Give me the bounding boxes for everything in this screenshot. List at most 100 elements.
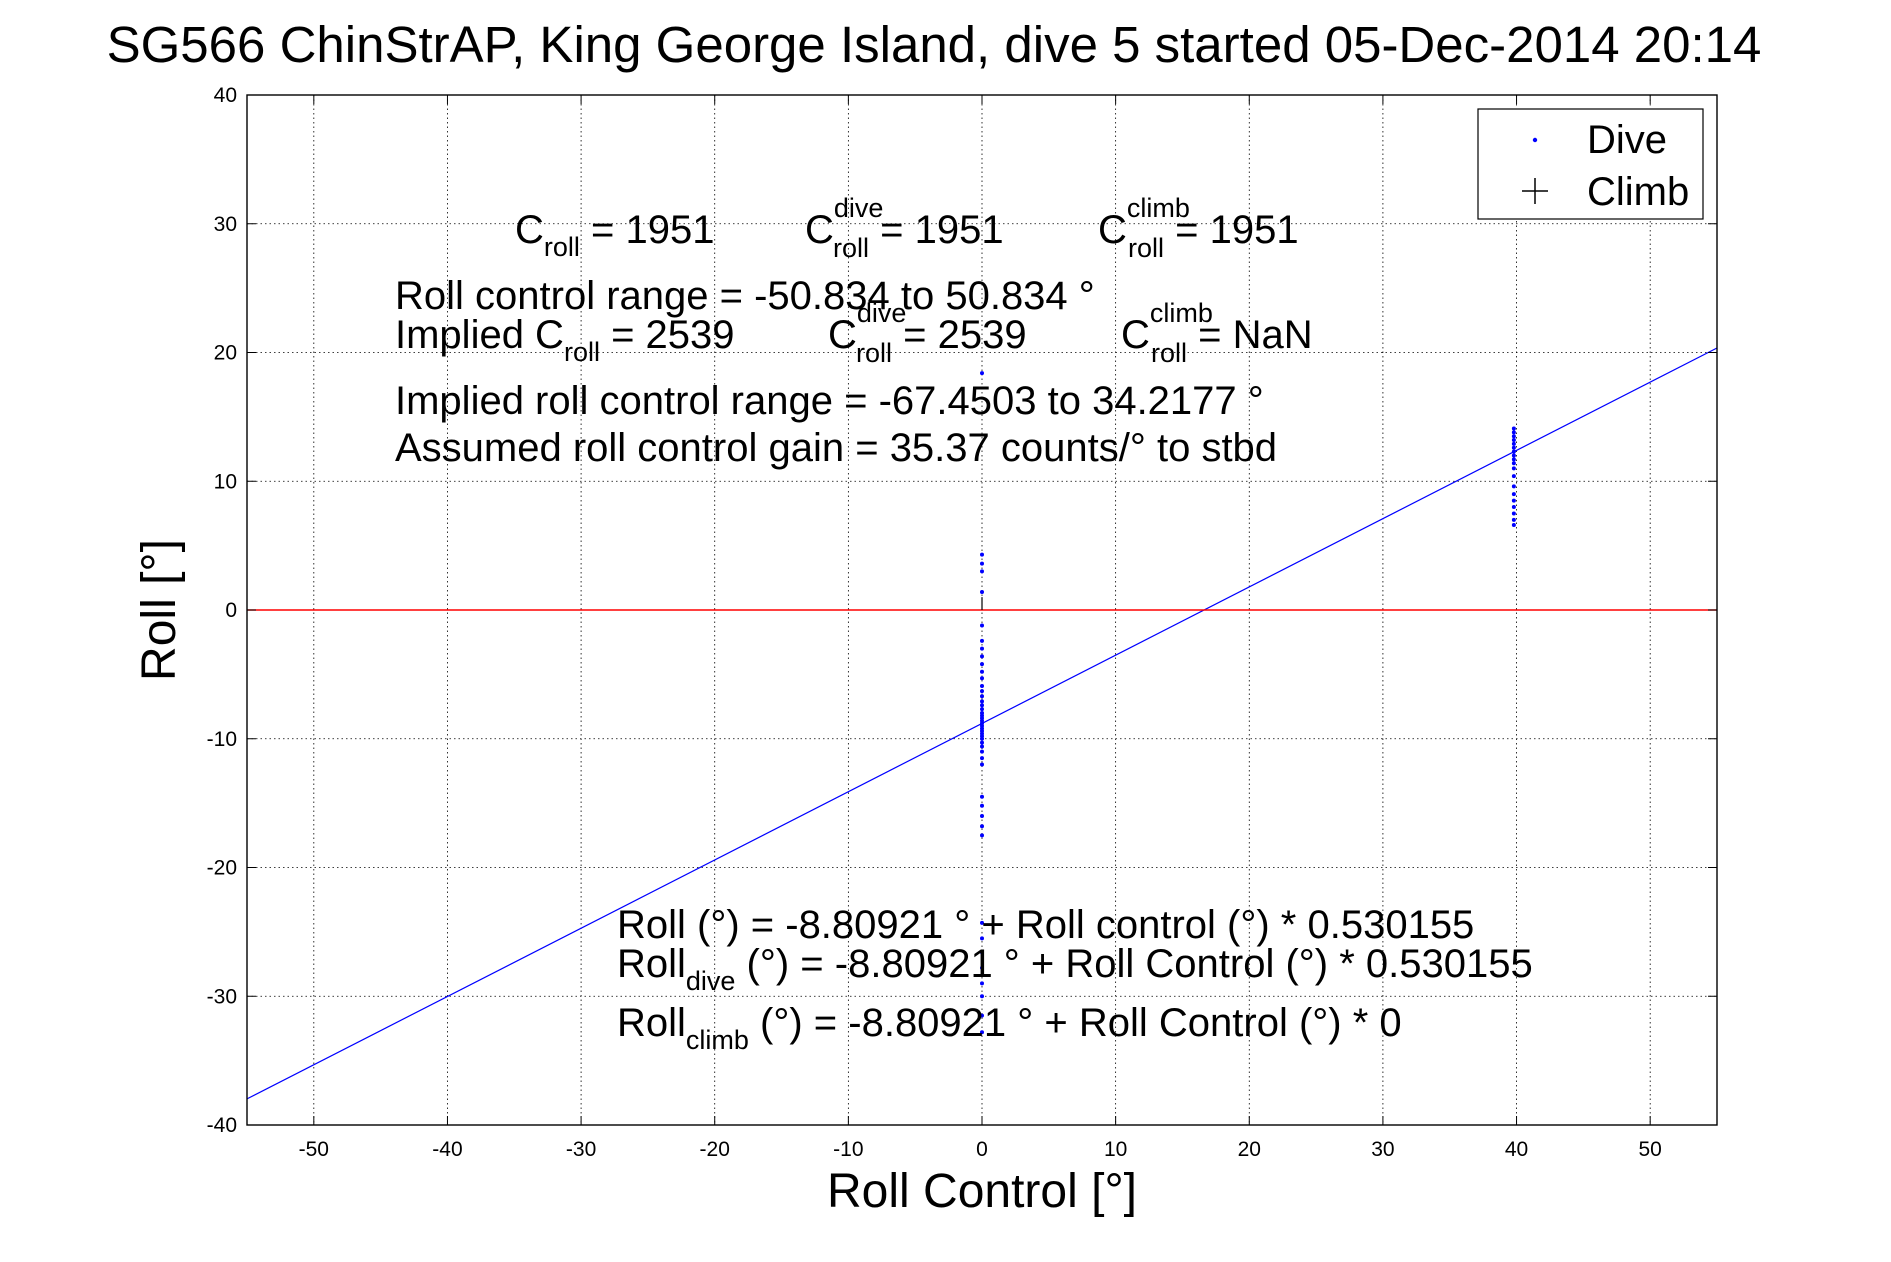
x-tick-label: 40 <box>1505 1138 1528 1161</box>
dive-point <box>980 1030 984 1035</box>
dive-point <box>1511 426 1516 431</box>
dive-point <box>1511 430 1516 435</box>
dive-point <box>1511 453 1516 458</box>
dive-point <box>980 744 984 749</box>
dive-point <box>980 824 984 829</box>
dive-point <box>1511 441 1516 446</box>
legend: Dive Climb <box>1477 108 1704 220</box>
dive-point <box>980 638 984 643</box>
dive-point <box>980 699 984 704</box>
legend-climb-marker <box>1522 178 1548 204</box>
dive-point <box>980 646 984 651</box>
y-tick-label: -10 <box>207 728 237 751</box>
annotation-gain: Assumed roll control gain = 35.37 counts… <box>395 426 1277 470</box>
dive-point <box>1511 511 1516 516</box>
dive-point <box>980 936 984 941</box>
dive-point <box>1511 461 1516 466</box>
x-tick-label: 50 <box>1639 1138 1662 1161</box>
dive-point <box>980 589 984 594</box>
dive-point <box>980 749 984 754</box>
annotation-range: Roll control range = -50.834 to 50.834 ° <box>395 274 1095 318</box>
dive-point <box>1511 505 1516 509</box>
dive-points <box>980 371 1516 1035</box>
dive-point <box>980 994 984 999</box>
dive-point <box>980 569 984 574</box>
dive-point <box>1511 438 1516 443</box>
dive-point <box>980 794 984 799</box>
dive-point <box>980 683 984 688</box>
dive-point <box>980 833 984 838</box>
dive-point <box>980 736 984 741</box>
annotation-implied-range: Implied roll control range = -67.4503 to… <box>395 379 1264 423</box>
dive-point <box>1511 474 1516 479</box>
annotation-fit: Roll (°) = -8.80921 ° + Roll control (°)… <box>617 903 1474 947</box>
annotation-croll-climb: Cclimb roll = 1951 <box>1098 193 1299 263</box>
dive-point <box>980 1013 984 1018</box>
y-tick-label: -30 <box>207 985 237 1008</box>
dive-point <box>1511 445 1516 450</box>
dive-point <box>980 707 984 712</box>
dive-point <box>980 703 984 708</box>
annotation-fit-climb: Rollclimb (°) = -8.80921 ° + Roll Contro… <box>617 1001 1402 1055</box>
dive-point <box>980 676 984 681</box>
dive-point <box>980 371 984 376</box>
y-tick-label: 20 <box>214 342 237 365</box>
axis-ticks: -50 -40 -30 -20 -10 0 10 20 30 40 50 -40 -30 -20 -10 0 1… <box>207 84 1717 1161</box>
dive-point <box>980 561 984 566</box>
dive-point <box>980 756 984 761</box>
dive-point <box>1511 466 1516 471</box>
x-tick-label: -40 <box>432 1138 462 1161</box>
dive-point <box>980 662 984 667</box>
dive-point <box>980 694 984 699</box>
dive-point <box>1511 434 1516 439</box>
dive-point <box>1511 517 1516 522</box>
legend-box <box>1477 108 1704 220</box>
x-tick-label: 0 <box>976 1138 988 1161</box>
annotation-croll: Croll = 1951 <box>515 208 714 262</box>
legend-climb-label: Climb <box>1587 170 1689 214</box>
dive-point <box>1511 457 1516 462</box>
dive-point <box>980 623 984 628</box>
dive-point <box>980 740 984 745</box>
y-axis-label: Roll [°] <box>133 539 186 681</box>
y-tick-label: -20 <box>207 857 237 880</box>
y-tick-label: -40 <box>207 1114 237 1137</box>
annotation-fit-dive: Rolldive (°) = -8.80921 ° + Roll Control… <box>617 942 1533 996</box>
y-tick-label: 10 <box>214 470 237 493</box>
y-tick-label: 30 <box>214 213 237 236</box>
annotations: Croll = 1951 Cdive roll = 1951 Cclimb roll… <box>395 193 1533 1055</box>
annotation-implied-croll-climb: Cclimb roll = NaN <box>1121 298 1313 368</box>
dive-point <box>980 965 984 970</box>
dive-point <box>980 814 984 818</box>
y-tick-label: 40 <box>214 84 237 107</box>
annotation-implied-croll: Implied Croll = 2539 <box>395 313 735 367</box>
dive-point <box>980 552 984 557</box>
x-tick-label: 20 <box>1238 1138 1261 1161</box>
dive-point <box>980 689 984 694</box>
dive-point <box>980 762 984 767</box>
x-tick-label: -50 <box>299 1138 329 1161</box>
legend-dive-label: Dive <box>1587 118 1667 162</box>
x-axis-label: Roll Control [°] <box>827 1165 1137 1218</box>
x-tick-label: -20 <box>700 1138 730 1161</box>
dive-point <box>980 669 984 674</box>
dive-point <box>980 950 984 955</box>
dive-point <box>1511 449 1516 454</box>
x-tick-label: 30 <box>1371 1138 1394 1161</box>
dive-point <box>1511 484 1516 489</box>
y-tick-label: 0 <box>225 599 237 622</box>
dive-point <box>1511 492 1516 497</box>
dive-point <box>980 920 984 925</box>
legend-dive-marker <box>1532 137 1538 143</box>
dive-point <box>980 654 984 659</box>
dive-point <box>1511 498 1516 503</box>
dive-point <box>1511 523 1516 528</box>
x-tick-label: -10 <box>833 1138 863 1161</box>
dive-point <box>980 803 984 808</box>
annotation-croll-dive: Cdive roll = 1951 <box>805 193 1004 263</box>
x-tick-label: 10 <box>1104 1138 1127 1161</box>
x-tick-label: -30 <box>566 1138 596 1161</box>
annotation-implied-croll-dive: Cdive roll = 2539 <box>828 298 1027 368</box>
dive-point <box>980 981 984 986</box>
